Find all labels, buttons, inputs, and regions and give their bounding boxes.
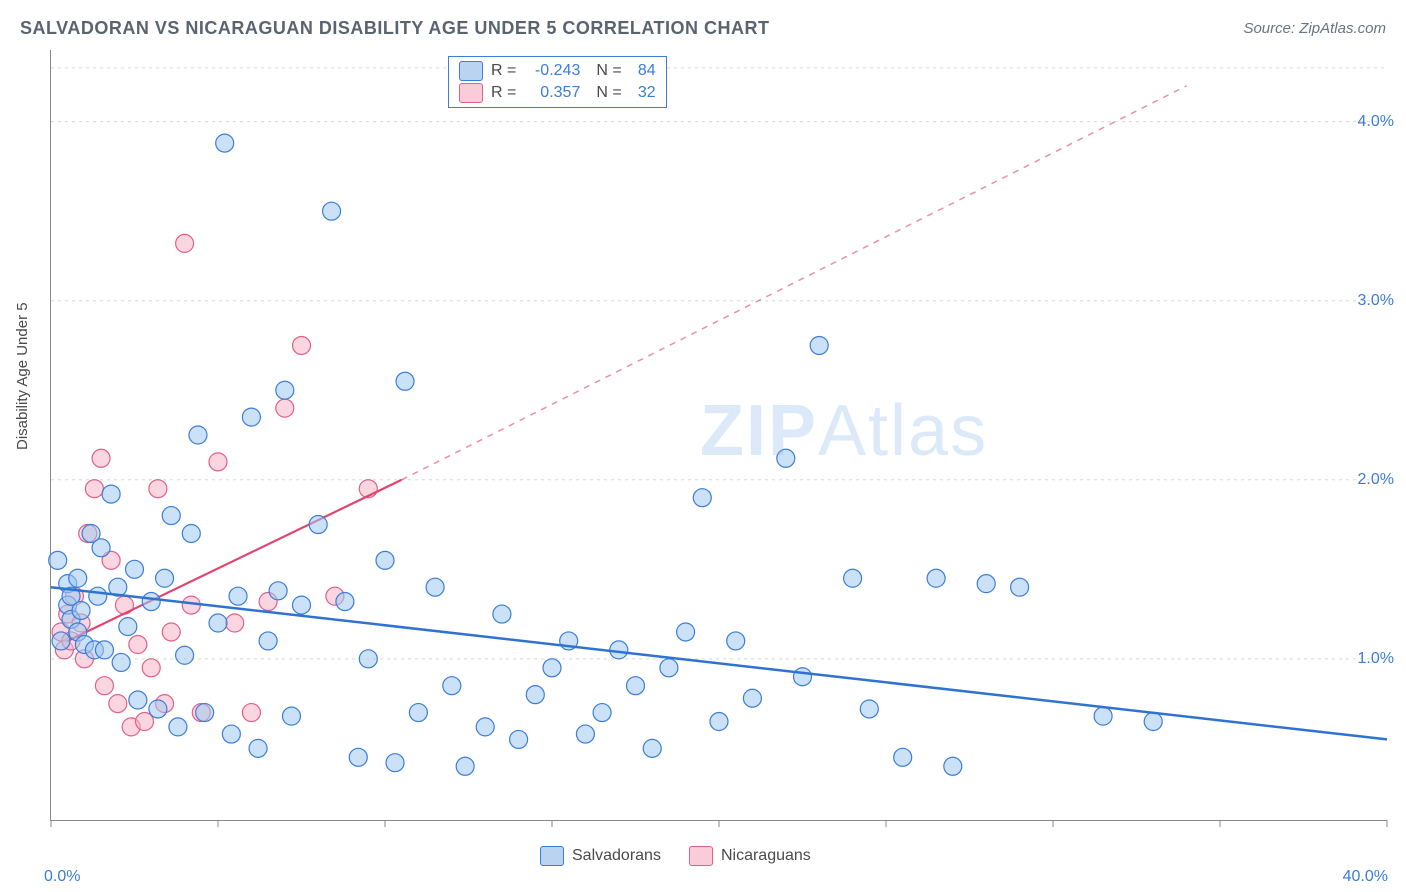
legend-row-pink: R = 0.357 N = 32	[459, 83, 656, 103]
y-tick-label: 1.0%	[1358, 650, 1394, 668]
plot-svg	[51, 50, 1387, 820]
swatch-pink	[689, 846, 713, 866]
r-label: R =	[491, 62, 516, 80]
legend-row-blue: R = -0.243 N = 84	[459, 61, 656, 81]
x-tick-0: 0.0%	[44, 868, 80, 886]
y-axis-label: Disability Age Under 5	[14, 302, 31, 450]
r-value-pink: 0.357	[522, 84, 580, 102]
legend-item-nicaraguans: Nicaraguans	[689, 846, 811, 866]
legend-label: Salvadorans	[572, 847, 661, 865]
legend-item-salvadorans: Salvadorans	[540, 846, 661, 866]
legend-label: Nicaraguans	[721, 847, 811, 865]
r-label: R =	[491, 84, 516, 102]
n-label: N =	[596, 84, 621, 102]
correlation-legend: R = -0.243 N = 84 R = 0.357 N = 32	[448, 56, 667, 108]
swatch-blue	[459, 61, 483, 81]
r-value-blue: -0.243	[522, 62, 580, 80]
chart-title: SALVADORAN VS NICARAGUAN DISABILITY AGE …	[20, 18, 770, 39]
n-value-pink: 32	[628, 84, 656, 102]
n-label: N =	[596, 62, 621, 80]
plot-area	[50, 50, 1387, 821]
y-tick-label: 2.0%	[1358, 471, 1394, 489]
swatch-blue	[540, 846, 564, 866]
x-tick-40: 40.0%	[1343, 868, 1388, 886]
series-legend: Salvadorans Nicaraguans	[540, 846, 811, 866]
swatch-pink	[459, 83, 483, 103]
y-tick-label: 3.0%	[1358, 292, 1394, 310]
source-label: Source: ZipAtlas.com	[1243, 20, 1386, 37]
y-tick-label: 4.0%	[1358, 113, 1394, 131]
n-value-blue: 84	[628, 62, 656, 80]
